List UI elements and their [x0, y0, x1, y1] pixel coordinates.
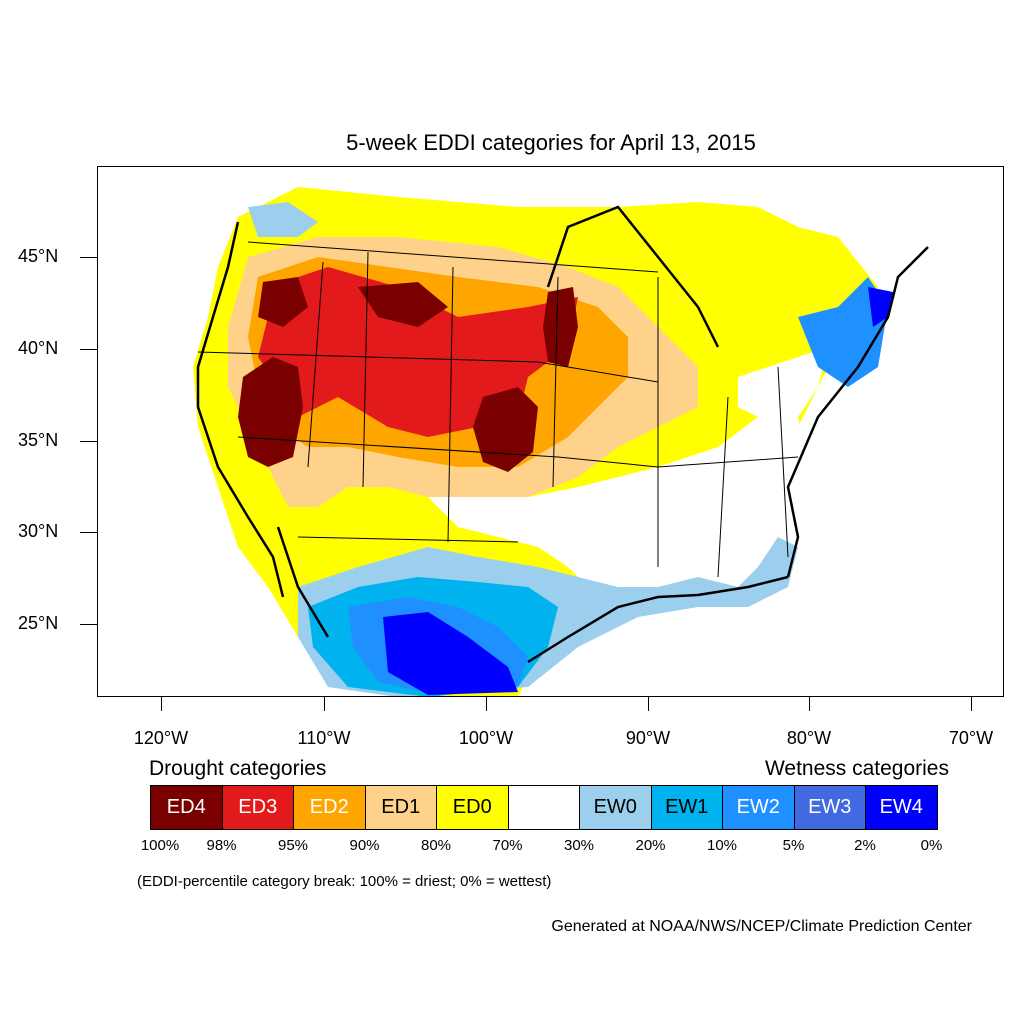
legend-box-ew2: EW2: [722, 785, 795, 830]
lat-tick-25: [80, 624, 97, 625]
lat-tick-35: [80, 441, 97, 442]
legend-break-label: 20%: [635, 837, 666, 854]
lon-label-70: 70°W: [948, 728, 994, 748]
drought-heading: Drought categories: [149, 757, 327, 780]
lon-tick-100: [486, 697, 487, 711]
legend-box-ew0: EW0: [579, 785, 652, 830]
legend-box-ed0: ED0: [436, 785, 509, 830]
map-title: 5-week EDDI categories for April 13, 201…: [346, 130, 756, 155]
legend-break-label: 5%: [782, 837, 805, 854]
legend-box-ed1: ED1: [364, 785, 437, 830]
neutral-region: [428, 417, 808, 597]
lon-label-110: 110°W: [297, 728, 351, 748]
legend-break-label: 0%: [920, 837, 943, 854]
map-graphic: [193, 187, 929, 696]
lon-tick-110: [324, 697, 325, 711]
neutral-northeast: [738, 347, 828, 417]
eddi-map: [97, 166, 1004, 697]
lat-tick-45: [80, 257, 97, 258]
ew0-northwest: [248, 202, 318, 237]
legend-break-label: 10%: [706, 837, 738, 854]
lon-label-120: 120°W: [133, 728, 189, 748]
ed4-nevada: [238, 357, 303, 467]
legend-break-label: 70%: [492, 837, 523, 854]
state-borders: [197, 241, 799, 578]
legend-break-label: 98%: [206, 837, 237, 854]
legend-box-ew4: EW4: [865, 785, 938, 830]
lon-label-100: 100°W: [458, 728, 514, 748]
lon-tick-80: [809, 697, 810, 711]
lat-tick-30: [80, 532, 97, 533]
legend-box-ed3: ED3: [221, 785, 294, 830]
coastlines: [196, 205, 929, 664]
legend-box-ed4: ED4: [150, 785, 223, 830]
legend-break-label: 90%: [349, 837, 380, 854]
lon-tick-90: [648, 697, 649, 711]
lon-tick-120: [161, 697, 162, 711]
ew-northeast: [798, 277, 888, 387]
lat-label-35: 35°N: [18, 430, 59, 450]
legend-break-label: 100%: [140, 837, 180, 854]
ed4-montana: [358, 282, 448, 327]
lon-tick-70: [971, 697, 972, 711]
legend-box-neutral: [507, 785, 580, 830]
ed4-idaho: [258, 277, 308, 327]
legend-box-ew1: EW1: [650, 785, 723, 830]
lat-label-45: 45°N: [18, 246, 59, 266]
credit-line: Generated at NOAA/NWS/NCEP/Climate Predi…: [551, 918, 972, 935]
lat-label-40: 40°N: [18, 338, 59, 358]
legend-note: (EDDI-percentile category break: 100% = …: [137, 873, 552, 890]
legend-box-ew3: EW3: [793, 785, 866, 830]
ew4-region: [383, 612, 518, 695]
lat-label-25: 25°N: [18, 613, 59, 633]
lon-label-90: 90°W: [625, 728, 671, 748]
wetness-heading: Wetness categories: [764, 757, 949, 780]
legend-colorbar: ED4 ED3 ED2 ED1 ED0 EW0 EW1 EW2 EW3 EW4: [150, 785, 938, 830]
legend-break-label: 95%: [277, 837, 309, 854]
lat-tick-40: [80, 349, 97, 350]
lat-label-30: 30°N: [18, 521, 59, 541]
legend-box-ed2: ED2: [293, 785, 366, 830]
ed4-kansas: [473, 387, 538, 472]
ed4-dakota: [543, 287, 578, 367]
legend-break-label: 2%: [854, 837, 876, 854]
lon-label-80: 80°W: [786, 728, 832, 748]
legend-break-label: 30%: [563, 837, 595, 854]
legend-break-label: 80%: [420, 837, 452, 854]
